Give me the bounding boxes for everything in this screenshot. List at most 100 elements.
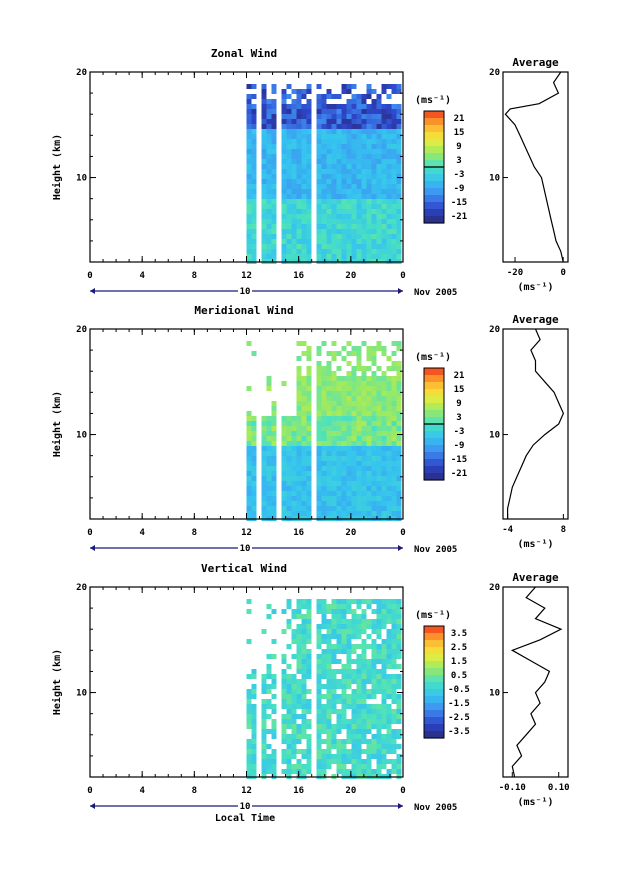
heatmap-cell [316,754,322,759]
heatmap-cell [306,461,312,466]
day-label-bg [238,286,252,296]
heatmap-cell [271,496,277,501]
heatmap-cell [351,634,357,639]
heatmap-cell [326,699,332,704]
heatmap-cell [351,599,357,604]
heatmap-cell [251,149,257,154]
day-bar-arrow-left [90,803,95,809]
heatmap-cell [351,669,357,674]
heatmap-cell [346,129,352,134]
heatmap-cell [326,244,332,249]
heatmap-cell [251,199,257,204]
heatmap-cell [341,689,347,694]
heatmap-cell [366,461,372,466]
heatmap-cell [296,209,302,214]
heatmap-cell [271,609,277,614]
heatmap-cell [301,114,307,119]
heatmap-cell [321,764,327,769]
heatmap-cell [306,674,312,679]
heatmap-cell [246,709,252,714]
heatmap-cell [336,769,342,774]
heatmap-cell [371,501,377,506]
heatmap-cell [271,164,277,169]
x-tick-label: 16 [293,786,304,796]
colorbar-swatch [424,647,444,655]
heatmap-cell [366,209,372,214]
heatmap-cell [336,204,342,209]
heatmap-cell [396,164,402,169]
heatmap-cell [296,714,302,719]
heatmap-cell [281,481,287,486]
heatmap-cell [381,124,387,129]
heatmap-cell [336,639,342,644]
heatmap-cell [261,204,267,209]
heatmap-cell [326,114,332,119]
heatmap-cell [366,714,372,719]
heatmap-cell [266,249,272,254]
heatmap-cell [351,119,357,124]
heatmap-cell [291,124,297,129]
heatmap-cell [336,749,342,754]
panel-title: Vertical Wind [201,562,287,575]
heatmap-cell [246,466,252,471]
heatmap-cell [261,89,267,94]
heatmap-cell [316,704,322,709]
heatmap-cell [341,714,347,719]
heatmap-cell [251,426,257,431]
heatmap-cell [286,679,292,684]
colorbar-swatch [424,209,444,217]
heatmap-cell [371,629,377,634]
x-tick-label: 0 [400,528,405,538]
heatmap-cell [271,694,277,699]
heatmap-cell [301,406,307,411]
heatmap-cell [261,99,267,104]
heatmap-cell [251,174,257,179]
colorbar-swatch [424,424,444,432]
heatmap-cell [306,144,312,149]
heatmap-cell [301,486,307,491]
heatmap-cell [246,446,252,451]
heatmap-cell [371,619,377,624]
heatmap-cell [271,466,277,471]
heatmap-cell [346,634,352,639]
heatmap-cell [361,491,367,496]
y-tick-label: 10 [76,174,87,184]
heatmap-cell [306,764,312,769]
heatmap-cell [341,396,347,401]
heatmap-cell [341,649,347,654]
heatmap-cell [386,634,392,639]
heatmap-cell [361,134,367,139]
heatmap-cell [326,609,332,614]
heatmap-cell [391,84,397,89]
heatmap-cell [316,84,322,89]
heatmap-cell [356,109,362,114]
heatmap-cell [356,506,362,511]
heatmap-cell [286,466,292,471]
heatmap-cell [266,114,272,119]
heatmap-cell [386,501,392,506]
heatmap-cell [321,724,327,729]
heatmap-cell [291,699,297,704]
heatmap-cell [301,644,307,649]
colorbar-tick-label: 2.5 [451,643,467,653]
heatmap-cell [366,501,372,506]
heatmap-cell [281,204,287,209]
heatmap-cell [261,759,267,764]
heatmap-cell [281,496,287,501]
heatmap-cell [306,599,312,604]
heatmap-cell [251,109,257,114]
heatmap-cell [306,744,312,749]
heatmap-cell [376,714,382,719]
heatmap-cell [361,244,367,249]
heatmap-cell [371,169,377,174]
heatmap-cell [346,204,352,209]
heatmap-cell [336,199,342,204]
heatmap-cell [346,164,352,169]
heatmap-cell [316,249,322,254]
heatmap-cell [281,164,287,169]
heatmap-cell [391,129,397,134]
heatmap-cell [351,729,357,734]
heatmap-cell [326,461,332,466]
heatmap-cell [346,249,352,254]
heatmap-cell [396,129,402,134]
